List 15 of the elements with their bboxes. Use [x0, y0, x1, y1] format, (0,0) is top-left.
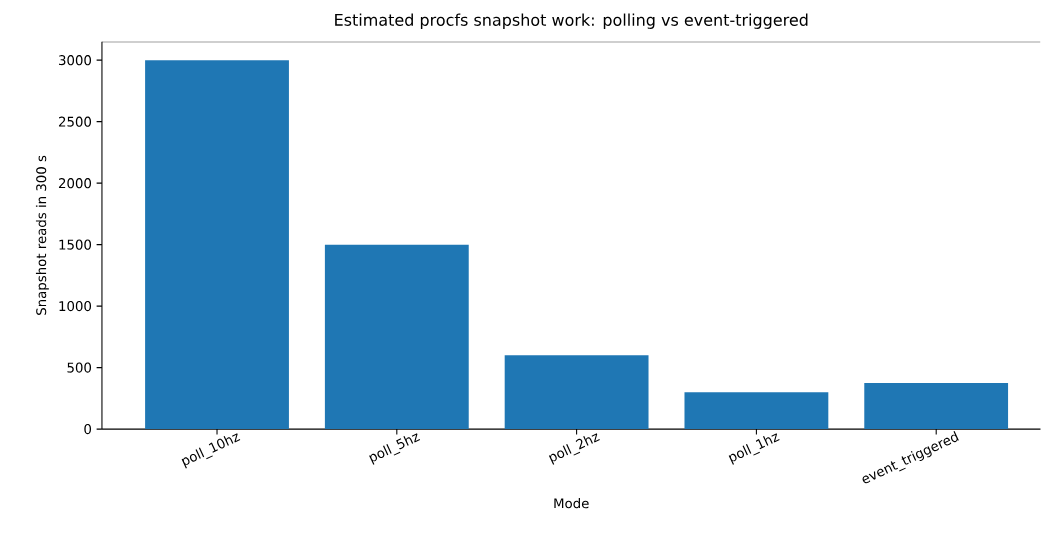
y-tick-label: 1000: [59, 301, 92, 312]
y-tick-label: 0: [84, 424, 92, 435]
x-axis-title: Mode: [554, 498, 589, 509]
chart-title: Estimated procfs snapshot work: polling vs event-triggered: [335, 13, 808, 30]
bar: [684, 392, 829, 430]
bar: [504, 355, 649, 430]
y-tick-label: 1500: [59, 239, 92, 250]
y-tick-label: 2500: [58, 116, 92, 127]
y-tick-label: 500: [67, 362, 92, 373]
y-tick-label: 3000: [59, 55, 92, 66]
y-axis-title: Snapshot reads in 300 s: [35, 155, 49, 316]
bar: [145, 60, 289, 430]
bar: [864, 383, 1009, 430]
y-tick-label: 2000: [58, 178, 92, 189]
bar: [324, 244, 469, 430]
